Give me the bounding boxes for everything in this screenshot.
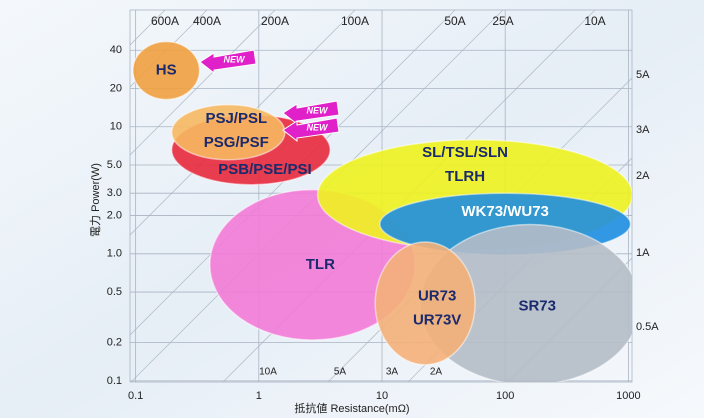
chart: 0.1 1 10 100 1000 40 20 10 5.0 3.0 2.0 1.0 0.5 0.2 0.1… <box>0 0 704 418</box>
region-label: TLR <box>306 256 335 273</box>
current-label: 50A <box>444 14 465 28</box>
y-tick-label: 0.5 <box>107 286 122 298</box>
current-label: 10A <box>259 367 277 378</box>
y-tick-label: 5.0 <box>107 159 122 171</box>
new-badge: NEW <box>307 122 330 132</box>
x-tick-label: 1000 <box>616 390 640 402</box>
current-label: 100A <box>341 14 369 28</box>
region-label: PSG/PSF <box>204 134 269 151</box>
x-tick-label: 0.1 <box>128 390 143 402</box>
current-label: 2A <box>636 170 650 182</box>
current-label: 3A <box>636 124 650 136</box>
current-label: 3A <box>386 367 399 378</box>
current-label: 5A <box>636 69 650 81</box>
region-label: HS <box>156 62 177 79</box>
current-label: 0.5A <box>636 321 659 333</box>
y-tick-label: 0.2 <box>107 337 122 349</box>
new-badge: NEW <box>307 105 330 115</box>
y-tick-label: 10 <box>110 121 122 133</box>
current-label: 5A <box>334 367 347 378</box>
current-label: 1A <box>636 247 650 259</box>
region-label: UR73 <box>418 287 456 304</box>
current-label: 10A <box>584 14 605 28</box>
current-label: 600A <box>151 14 179 28</box>
y-tick-label: 20 <box>110 82 122 94</box>
x-tick-label: 10 <box>376 390 388 402</box>
x-tick-label: 100 <box>496 390 514 402</box>
region-label: PSJ/PSL <box>205 110 267 127</box>
region-label: WK73/WU73 <box>461 203 549 220</box>
current-label: 25A <box>492 14 513 28</box>
y-tick-label: 40 <box>110 44 122 56</box>
region-label: TLRH <box>445 168 485 185</box>
current-label: 400A <box>193 14 221 28</box>
region-label: PSB/PSE/PSI <box>218 161 311 178</box>
y-tick-label: 1.0 <box>107 248 122 260</box>
new-badge: NEW <box>224 54 247 64</box>
y-tick-label: 2.0 <box>107 209 122 221</box>
x-axis-label: 抵抗値 Resistance(mΩ) <box>294 401 409 415</box>
region-label: SR73 <box>518 298 556 315</box>
x-tick-label: 1 <box>256 390 262 402</box>
region-label: UR73V <box>413 311 461 328</box>
current-label: 200A <box>261 14 289 28</box>
y-tick-label: 3.0 <box>107 187 122 199</box>
y-tick-label: 0.1 <box>107 375 122 387</box>
current-label: 2A <box>430 367 443 378</box>
region-label: SL/TSL/SLN <box>422 144 508 161</box>
y-axis-label: 電力 Power(W) <box>89 163 102 237</box>
